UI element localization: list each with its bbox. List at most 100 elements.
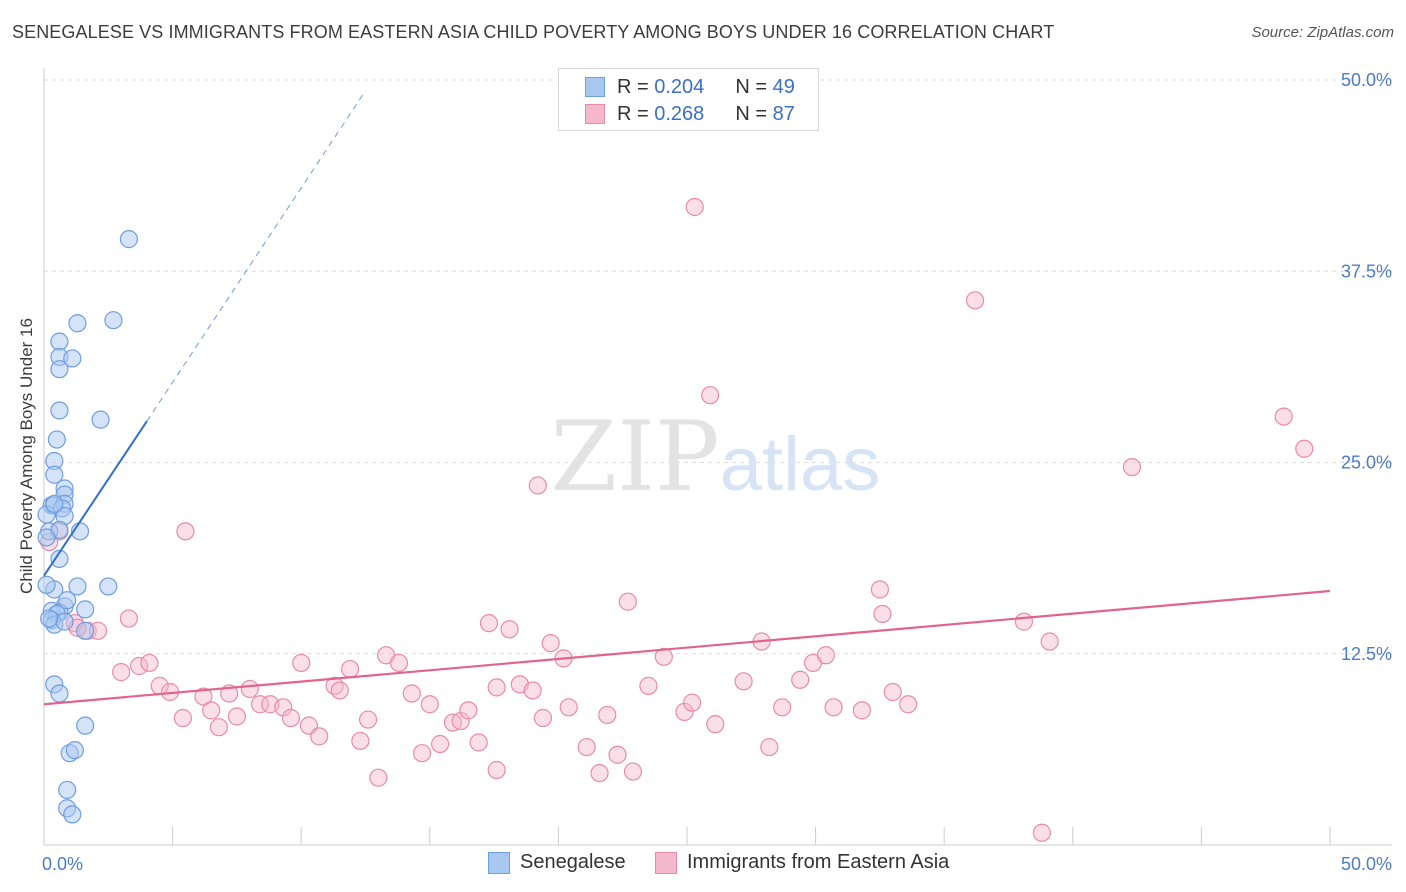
legend-r-value: 0.204	[654, 75, 705, 98]
legend-n-value: 49	[772, 75, 795, 98]
data-point-senegalese	[76, 600, 95, 619]
legend-row-eastern-asia: R = 0.268 N = 87	[585, 102, 795, 126]
legend-n-value: 87	[772, 102, 795, 125]
legend-item-senegalese[interactable]: Senegalese	[488, 851, 626, 874]
legend-swatch-blue	[488, 851, 510, 874]
data-point-senegalese	[119, 230, 138, 249]
data-point-eastern-asia	[202, 701, 221, 720]
gridlines	[44, 79, 1392, 655]
data-point-eastern-asia	[469, 733, 488, 752]
data-point-senegalese	[76, 621, 95, 640]
data-point-eastern-asia	[883, 682, 902, 702]
legend-item-eastern-asia[interactable]: Immigrants from Eastern Asia	[655, 851, 949, 874]
data-point-eastern-asia	[412, 744, 432, 763]
data-point-eastern-asia	[523, 681, 542, 700]
data-point-senegalese	[58, 591, 77, 610]
data-point-senegalese	[76, 716, 95, 735]
data-point-eastern-asia	[310, 727, 329, 746]
data-point-eastern-asia	[541, 633, 560, 653]
legend-r-label: R =	[617, 102, 649, 125]
series-immigrants-eastern-asia	[40, 197, 1314, 842]
data-point-eastern-asia	[1032, 823, 1052, 842]
data-point-senegalese	[37, 575, 56, 595]
data-point-eastern-asia	[528, 476, 547, 495]
data-point-eastern-asia	[173, 708, 192, 728]
watermark-zip: ZIP	[550, 401, 719, 513]
data-point-eastern-asia	[1040, 632, 1059, 651]
tick-labels: 12.5% 25.0% 37.5% 50.0% 0.0% 50.0%	[42, 70, 1392, 874]
data-point-eastern-asia	[250, 695, 270, 714]
data-point-eastern-asia	[590, 763, 609, 783]
y-tick-label: 50.0%	[1341, 70, 1392, 90]
data-point-eastern-asia	[533, 708, 553, 728]
data-point-senegalese	[50, 332, 69, 351]
legend-r-label: R =	[617, 75, 649, 98]
legend-label-eastern-asia: Immigrants from Eastern Asia	[687, 851, 950, 873]
legend-row-senegalese: R = 0.204 N = 49	[585, 75, 795, 99]
data-point-eastern-asia	[430, 734, 450, 754]
data-point-eastern-asia	[683, 693, 702, 712]
chart-title: SENEGALESE VS IMMIGRANTS FROM EASTERN AS…	[12, 22, 1055, 42]
trend-line-eastern-asia	[43, 589, 1331, 706]
data-point-eastern-asia	[292, 653, 311, 673]
data-point-eastern-asia	[500, 620, 519, 639]
data-point-eastern-asia	[389, 653, 409, 673]
watermark-atlas: atlas	[720, 422, 881, 507]
data-point-senegalese	[63, 349, 82, 368]
data-point-eastern-asia	[760, 737, 779, 757]
data-point-eastern-asia	[873, 604, 892, 624]
data-point-eastern-asia	[487, 760, 506, 780]
data-point-eastern-asia	[791, 670, 810, 689]
source-credit: Source: ZipAtlas.com	[1251, 24, 1394, 41]
data-point-eastern-asia	[685, 197, 704, 217]
legend-n-label: N =	[735, 75, 768, 98]
data-point-senegalese	[45, 465, 64, 484]
data-point-senegalese	[55, 612, 74, 631]
data-point-senegalese	[50, 684, 69, 703]
data-point-eastern-asia	[194, 687, 213, 706]
data-point-eastern-asia	[340, 659, 360, 679]
data-point-senegalese	[50, 401, 69, 420]
data-point-eastern-asia	[608, 745, 627, 764]
data-point-eastern-asia	[402, 684, 421, 703]
data-point-eastern-asia	[639, 676, 658, 695]
data-point-eastern-asia	[870, 580, 890, 599]
y-tick-label: 37.5%	[1341, 261, 1392, 281]
data-point-senegalese	[45, 494, 64, 513]
data-point-senegalese	[50, 549, 69, 568]
data-point-eastern-asia	[227, 707, 246, 726]
data-point-eastern-asia	[852, 701, 871, 720]
legend-n-label: N =	[735, 102, 768, 125]
data-point-senegalese	[37, 528, 56, 547]
legend-swatch-pink	[655, 851, 677, 874]
data-point-eastern-asia	[1122, 457, 1142, 477]
data-point-eastern-asia	[459, 701, 478, 720]
data-point-eastern-asia	[479, 614, 499, 633]
data-point-eastern-asia	[598, 705, 617, 725]
data-point-senegalese	[99, 577, 118, 596]
legend-swatch-blue	[585, 77, 605, 97]
data-point-eastern-asia	[734, 672, 753, 691]
data-point-senegalese	[68, 314, 87, 333]
data-point-eastern-asia	[654, 647, 673, 666]
data-point-eastern-asia	[369, 768, 388, 787]
y-tick-label: 12.5%	[1341, 644, 1392, 664]
data-point-eastern-asia	[706, 715, 725, 734]
data-point-senegalese	[47, 430, 66, 449]
data-point-senegalese	[104, 311, 123, 330]
data-point-eastern-asia	[112, 663, 131, 682]
axes	[43, 68, 1392, 846]
data-point-eastern-asia	[824, 698, 843, 717]
data-point-eastern-asia	[130, 656, 149, 676]
data-point-eastern-asia	[351, 731, 370, 751]
data-point-senegalese	[63, 805, 82, 824]
series-legend: Senegalese Immigrants from Eastern Asia	[0, 851, 1406, 877]
data-point-eastern-asia	[618, 592, 637, 611]
data-point-senegalese	[68, 577, 87, 596]
data-point-senegalese	[91, 410, 110, 429]
data-point-eastern-asia	[140, 653, 159, 673]
data-point-senegalese	[58, 780, 77, 800]
data-point-eastern-asia	[899, 695, 918, 714]
trend-line-senegalese-extension	[146, 90, 366, 422]
